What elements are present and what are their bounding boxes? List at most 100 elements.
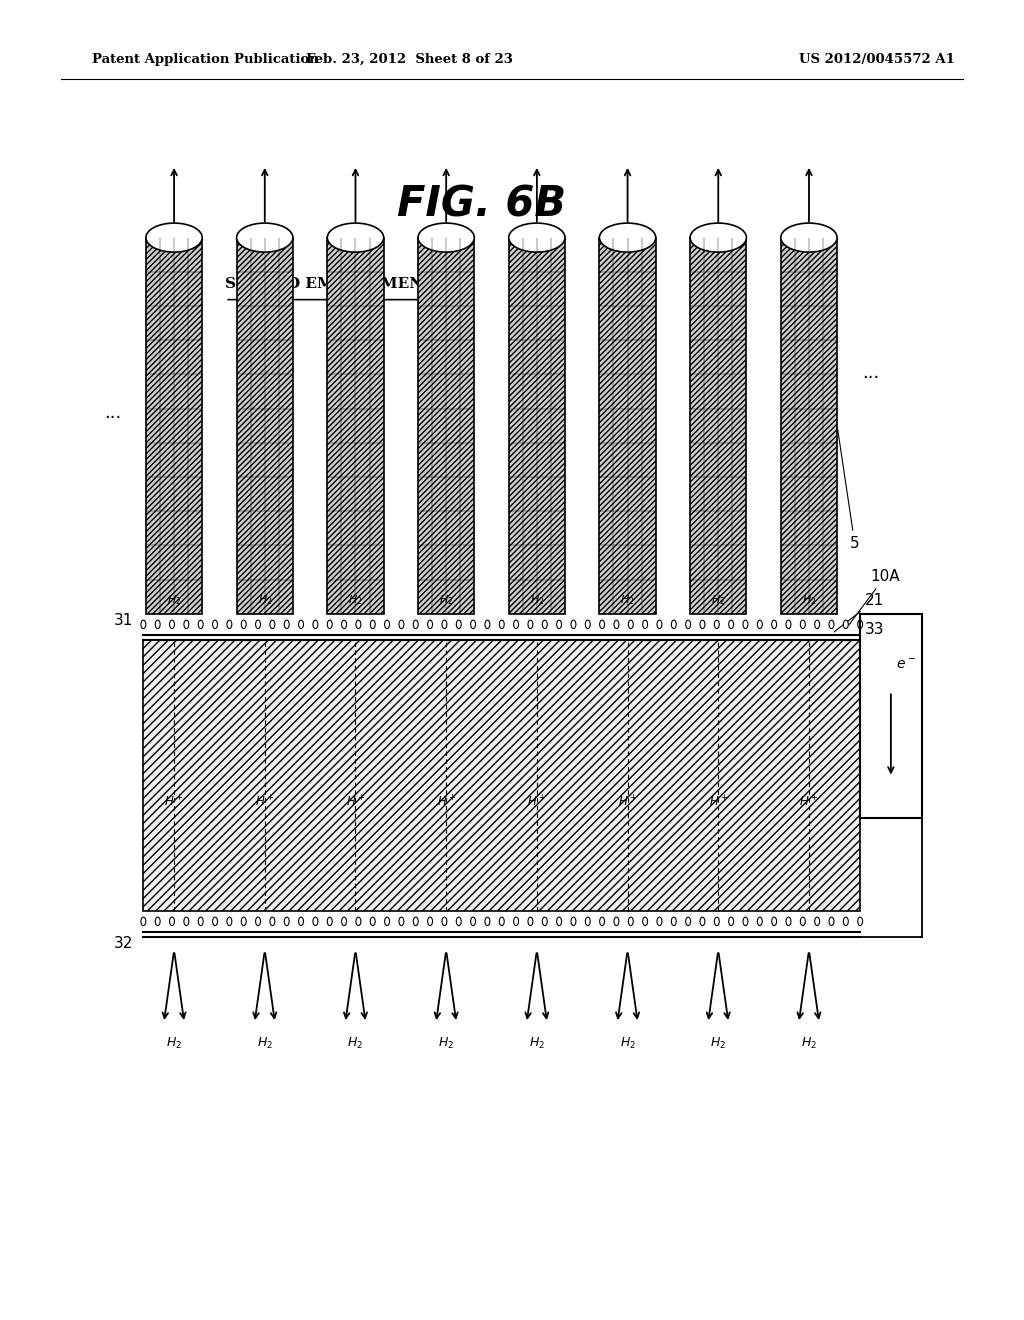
Text: $H_2$: $H_2$ bbox=[257, 594, 272, 607]
Ellipse shape bbox=[643, 917, 647, 925]
Ellipse shape bbox=[428, 917, 432, 925]
Ellipse shape bbox=[414, 917, 418, 925]
Ellipse shape bbox=[146, 223, 203, 252]
Ellipse shape bbox=[672, 917, 676, 925]
Bar bbox=[781, 238, 838, 614]
Ellipse shape bbox=[285, 620, 289, 628]
Ellipse shape bbox=[342, 917, 346, 925]
Ellipse shape bbox=[700, 620, 705, 628]
Ellipse shape bbox=[772, 917, 776, 925]
Text: $H_2$: $H_2$ bbox=[257, 1036, 272, 1051]
Text: $H^+$: $H^+$ bbox=[527, 795, 547, 809]
Ellipse shape bbox=[657, 917, 662, 925]
Ellipse shape bbox=[600, 620, 604, 628]
Ellipse shape bbox=[242, 917, 246, 925]
Ellipse shape bbox=[485, 620, 489, 628]
Text: $H_2$: $H_2$ bbox=[529, 594, 544, 607]
Ellipse shape bbox=[242, 620, 246, 628]
Text: US 2012/0045572 A1: US 2012/0045572 A1 bbox=[799, 53, 954, 66]
Ellipse shape bbox=[342, 620, 346, 628]
Ellipse shape bbox=[471, 620, 475, 628]
Text: 32: 32 bbox=[114, 936, 133, 952]
Ellipse shape bbox=[500, 620, 504, 628]
Text: $H_2$: $H_2$ bbox=[711, 1036, 726, 1051]
Ellipse shape bbox=[256, 620, 260, 628]
Ellipse shape bbox=[571, 917, 575, 925]
Ellipse shape bbox=[399, 620, 403, 628]
Text: $H_2$: $H_2$ bbox=[438, 1036, 455, 1051]
Ellipse shape bbox=[858, 917, 862, 925]
Text: $H^+$: $H^+$ bbox=[255, 795, 274, 809]
Bar bbox=[418, 238, 474, 614]
Ellipse shape bbox=[599, 223, 655, 252]
Ellipse shape bbox=[500, 917, 504, 925]
Text: FIG. 6B: FIG. 6B bbox=[396, 183, 566, 226]
Ellipse shape bbox=[328, 917, 332, 925]
Bar bbox=[143, 640, 860, 911]
Ellipse shape bbox=[457, 917, 461, 925]
Ellipse shape bbox=[557, 917, 561, 925]
Ellipse shape bbox=[356, 620, 360, 628]
Ellipse shape bbox=[586, 620, 590, 628]
Ellipse shape bbox=[457, 620, 461, 628]
Ellipse shape bbox=[256, 917, 260, 925]
Ellipse shape bbox=[328, 223, 384, 252]
Ellipse shape bbox=[543, 620, 547, 628]
Ellipse shape bbox=[543, 917, 547, 925]
Ellipse shape bbox=[758, 917, 762, 925]
Text: ...: ... bbox=[862, 364, 879, 381]
Ellipse shape bbox=[514, 917, 518, 925]
Text: SECOND EMBODIMENT: SECOND EMBODIMENT bbox=[225, 277, 434, 290]
Ellipse shape bbox=[313, 917, 317, 925]
Text: 5: 5 bbox=[838, 429, 859, 550]
Ellipse shape bbox=[643, 620, 647, 628]
Ellipse shape bbox=[299, 620, 303, 628]
Text: Feb. 23, 2012  Sheet 8 of 23: Feb. 23, 2012 Sheet 8 of 23 bbox=[306, 53, 513, 66]
Text: $H_2$: $H_2$ bbox=[347, 1036, 364, 1051]
Ellipse shape bbox=[743, 620, 748, 628]
Ellipse shape bbox=[686, 917, 690, 925]
Text: $e^-$: $e^-$ bbox=[896, 657, 916, 672]
Ellipse shape bbox=[156, 620, 160, 628]
Text: $H^+$: $H^+$ bbox=[436, 795, 456, 809]
Ellipse shape bbox=[600, 917, 604, 925]
Ellipse shape bbox=[371, 917, 375, 925]
Text: $H^+$: $H^+$ bbox=[800, 795, 818, 809]
Ellipse shape bbox=[758, 620, 762, 628]
Ellipse shape bbox=[858, 620, 862, 628]
Ellipse shape bbox=[385, 917, 389, 925]
Ellipse shape bbox=[442, 620, 446, 628]
Ellipse shape bbox=[141, 917, 145, 925]
Bar bbox=[146, 238, 203, 614]
Ellipse shape bbox=[557, 620, 561, 628]
Ellipse shape bbox=[270, 917, 274, 925]
Ellipse shape bbox=[227, 917, 231, 925]
Ellipse shape bbox=[299, 917, 303, 925]
Ellipse shape bbox=[829, 620, 834, 628]
Bar bbox=[509, 238, 565, 614]
Ellipse shape bbox=[715, 620, 719, 628]
Ellipse shape bbox=[199, 620, 203, 628]
Ellipse shape bbox=[414, 620, 418, 628]
Bar bbox=[237, 238, 293, 614]
Ellipse shape bbox=[485, 917, 489, 925]
Text: 33: 33 bbox=[865, 622, 885, 638]
Ellipse shape bbox=[184, 620, 188, 628]
Ellipse shape bbox=[270, 620, 274, 628]
Text: $H_2$: $H_2$ bbox=[528, 1036, 545, 1051]
Ellipse shape bbox=[801, 917, 805, 925]
Ellipse shape bbox=[772, 620, 776, 628]
Ellipse shape bbox=[844, 917, 848, 925]
Text: Patent Application Publication: Patent Application Publication bbox=[92, 53, 318, 66]
Ellipse shape bbox=[213, 917, 217, 925]
Text: $H_2$: $H_2$ bbox=[439, 594, 454, 607]
Text: $H_2$: $H_2$ bbox=[621, 594, 635, 607]
Text: $H_2$: $H_2$ bbox=[802, 594, 816, 607]
Text: $H_2$: $H_2$ bbox=[711, 594, 726, 607]
Ellipse shape bbox=[471, 917, 475, 925]
Ellipse shape bbox=[844, 620, 848, 628]
Ellipse shape bbox=[815, 620, 819, 628]
Text: $H_2$: $H_2$ bbox=[166, 1036, 182, 1051]
Ellipse shape bbox=[672, 620, 676, 628]
Text: $H^+$: $H^+$ bbox=[617, 795, 637, 809]
